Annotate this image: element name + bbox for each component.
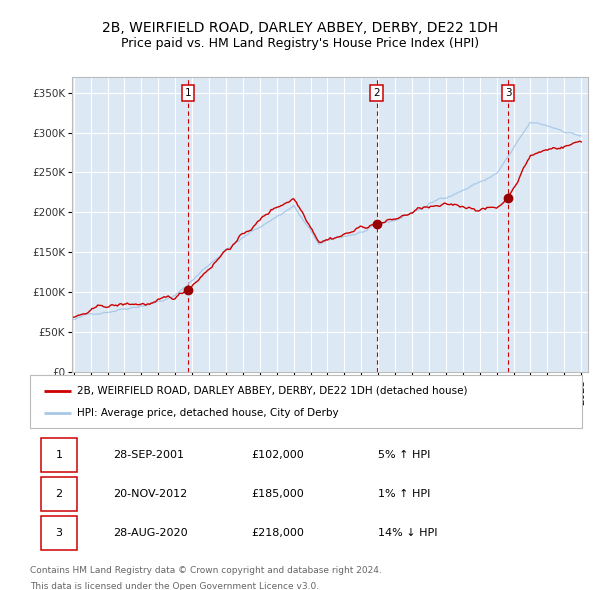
Text: 20-NOV-2012: 20-NOV-2012	[113, 489, 187, 499]
Text: 2: 2	[55, 489, 62, 499]
Text: Price paid vs. HM Land Registry's House Price Index (HPI): Price paid vs. HM Land Registry's House …	[121, 37, 479, 50]
Text: 3: 3	[55, 528, 62, 538]
Text: 1% ↑ HPI: 1% ↑ HPI	[378, 489, 430, 499]
Text: This data is licensed under the Open Government Licence v3.0.: This data is licensed under the Open Gov…	[30, 582, 319, 590]
Text: 5% ↑ HPI: 5% ↑ HPI	[378, 450, 430, 460]
Text: £102,000: £102,000	[251, 450, 304, 460]
Text: 2B, WEIRFIELD ROAD, DARLEY ABBEY, DERBY, DE22 1DH: 2B, WEIRFIELD ROAD, DARLEY ABBEY, DERBY,…	[102, 21, 498, 35]
FancyBboxPatch shape	[41, 438, 77, 473]
Text: HPI: Average price, detached house, City of Derby: HPI: Average price, detached house, City…	[77, 408, 338, 418]
FancyBboxPatch shape	[41, 516, 77, 550]
Text: £218,000: £218,000	[251, 528, 304, 538]
Text: 28-AUG-2020: 28-AUG-2020	[113, 528, 187, 538]
FancyBboxPatch shape	[41, 477, 77, 511]
Text: 2: 2	[373, 88, 380, 98]
Text: £185,000: £185,000	[251, 489, 304, 499]
Text: 1: 1	[185, 88, 191, 98]
Text: 14% ↓ HPI: 14% ↓ HPI	[378, 528, 437, 538]
Text: 2B, WEIRFIELD ROAD, DARLEY ABBEY, DERBY, DE22 1DH (detached house): 2B, WEIRFIELD ROAD, DARLEY ABBEY, DERBY,…	[77, 386, 467, 395]
Text: 28-SEP-2001: 28-SEP-2001	[113, 450, 184, 460]
Text: Contains HM Land Registry data © Crown copyright and database right 2024.: Contains HM Land Registry data © Crown c…	[30, 566, 382, 575]
Text: 1: 1	[55, 450, 62, 460]
Text: 3: 3	[505, 88, 511, 98]
